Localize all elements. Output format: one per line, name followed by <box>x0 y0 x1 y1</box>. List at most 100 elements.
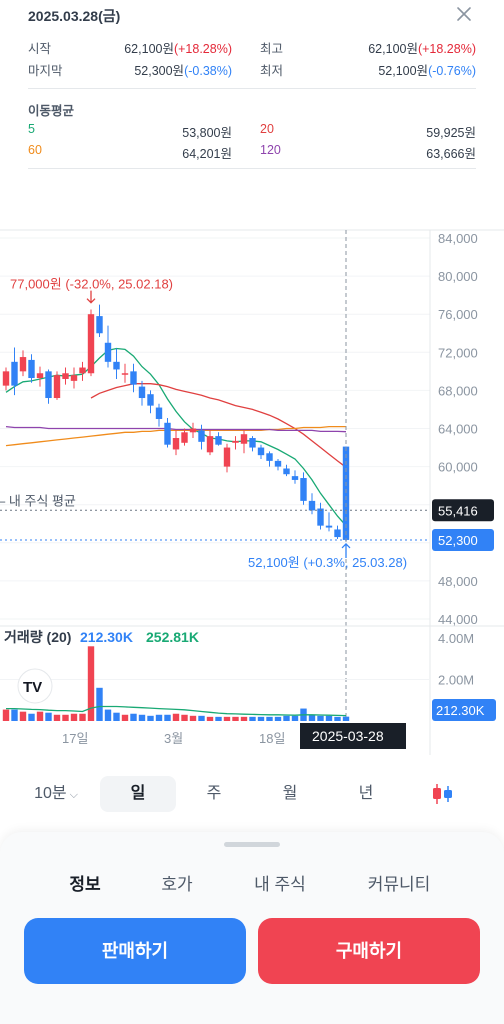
volume-bar <box>138 714 146 721</box>
candle-body <box>164 422 171 445</box>
ma-row-2: 60 64,201원 120 63,666원 <box>28 143 476 163</box>
vol-tick: 2.00M <box>438 673 474 688</box>
y-tick-label: 64,000 <box>438 422 478 437</box>
low-label: 최저 <box>260 64 284 78</box>
candle-body <box>291 476 299 480</box>
volume-bar <box>189 715 197 721</box>
tradingview-logo-mark: TV <box>23 679 42 696</box>
volume-bar <box>45 712 52 721</box>
y-tick-label: 60,000 <box>438 460 478 475</box>
candle-body <box>2 371 10 386</box>
volume-bar <box>198 715 205 721</box>
candle-body <box>223 447 231 467</box>
avg-price-label: – 내 주식 평균 <box>0 493 76 508</box>
divider-2 <box>28 168 476 169</box>
volume-bar <box>274 716 282 721</box>
period-month[interactable]: 월 <box>282 785 298 802</box>
candle-body <box>232 440 239 443</box>
open-value: 62,100원(+18.28%) <box>124 42 232 56</box>
candle-body <box>317 508 324 526</box>
volume-bar <box>334 716 341 721</box>
candle-body <box>11 361 18 386</box>
candle-body <box>240 434 248 444</box>
high-arrow <box>86 290 96 304</box>
candle-body <box>155 407 163 419</box>
sell-button[interactable]: 판매하기 <box>24 918 246 984</box>
chart-canvas[interactable]: 84,000 80,000 76,000 72,000 68,000 64,000 60,0… <box>0 225 504 755</box>
candle-body <box>138 386 146 399</box>
candle-body <box>300 478 307 501</box>
price-row-1: 시작 62,100원(+18.28%) 최고 62,100원(+18.28%) <box>28 38 476 58</box>
candle-chart-icon[interactable] <box>428 782 456 806</box>
volume-bar <box>223 716 231 721</box>
volume-bar <box>181 714 188 721</box>
candle-body <box>104 342 112 362</box>
volume-bar <box>79 713 86 721</box>
volume-bar <box>215 716 222 721</box>
ma-row-1: 5 53,800원 20 59,925원 <box>28 122 476 142</box>
sheet-handle[interactable] <box>224 842 280 847</box>
moving-average-title: 이동평균 <box>28 104 75 118</box>
volume-bar <box>291 715 299 721</box>
ma5-value: 53,800원 <box>182 126 232 140</box>
last-price-value: 52,300 <box>438 533 478 548</box>
y-tick-label: 68,000 <box>438 383 478 398</box>
volume-bar <box>147 715 154 721</box>
ma120-value: 63,666원 <box>426 147 476 161</box>
candle-body <box>308 500 316 511</box>
stock-chart[interactable]: 84,000 80,000 76,000 72,000 68,000 64,000 60,0… <box>0 225 504 755</box>
tab-info[interactable]: 정보 <box>69 875 101 894</box>
ma-line-60 <box>5 425 346 447</box>
candle-body <box>147 394 154 406</box>
candle-body <box>215 436 222 445</box>
volume-bar <box>206 716 214 721</box>
volume-bar <box>325 715 333 721</box>
candle-body <box>130 371 137 385</box>
candle-body <box>121 373 129 375</box>
tab-my-stock[interactable]: 내 주식 <box>254 875 306 894</box>
x-axis-label: 18일 <box>259 731 285 746</box>
tab-orderbook[interactable]: 호가 <box>161 875 193 894</box>
candle-body <box>87 314 95 374</box>
volume-current: 212.30K <box>80 629 133 645</box>
candle-body <box>28 359 35 379</box>
close-label: 마지막 <box>28 64 63 78</box>
candle-body <box>325 525 333 528</box>
volume-ma-line <box>6 705 347 717</box>
candle-body <box>206 436 214 453</box>
y-tick-label: 76,000 <box>438 307 478 322</box>
close-icon[interactable] <box>454 4 474 24</box>
candle-body <box>274 460 282 467</box>
candle-body <box>181 432 188 443</box>
volume-bar <box>62 714 69 721</box>
tab-community[interactable]: 커뮤니티 <box>367 875 431 894</box>
period-10min-label: 10분 <box>34 785 67 802</box>
avg-price-value: 55,416 <box>438 503 478 518</box>
y-tick-label: 48,000 <box>438 574 478 589</box>
period-10min[interactable]: 10분 ⌵ <box>26 776 86 812</box>
tradingview-logo <box>17 668 53 704</box>
high-value: 62,100원(+18.28%) <box>368 42 476 56</box>
volume-bar <box>308 714 316 721</box>
candle-body <box>113 361 120 370</box>
volume-bar <box>155 714 163 721</box>
buy-button[interactable]: 구매하기 <box>258 918 480 984</box>
vol-tick: 4.00M <box>438 631 474 646</box>
ma-line-120 <box>5 425 347 433</box>
candle-body <box>36 373 44 379</box>
period-selector: 10분 ⌵ 일 주 월 년 <box>0 772 504 816</box>
volume-bar <box>96 687 103 721</box>
high-annotation: 77,000원 (-32.0%, 25.02.18) <box>10 277 173 292</box>
candle-body <box>70 375 78 381</box>
candle-body <box>257 447 265 456</box>
candle-body <box>266 453 273 461</box>
candle-body <box>53 375 61 399</box>
volume-bar <box>317 715 324 721</box>
volume-bar <box>121 714 129 721</box>
candle-body <box>19 357 27 372</box>
period-day[interactable]: 일 <box>100 776 176 812</box>
cursor-date-badge <box>300 723 406 749</box>
period-year[interactable]: 년 <box>358 785 374 802</box>
price-row-2: 마지막 52,300원(-0.38%) 최저 52,100원(-0.76%) <box>28 60 476 80</box>
period-week[interactable]: 주 <box>206 785 222 802</box>
